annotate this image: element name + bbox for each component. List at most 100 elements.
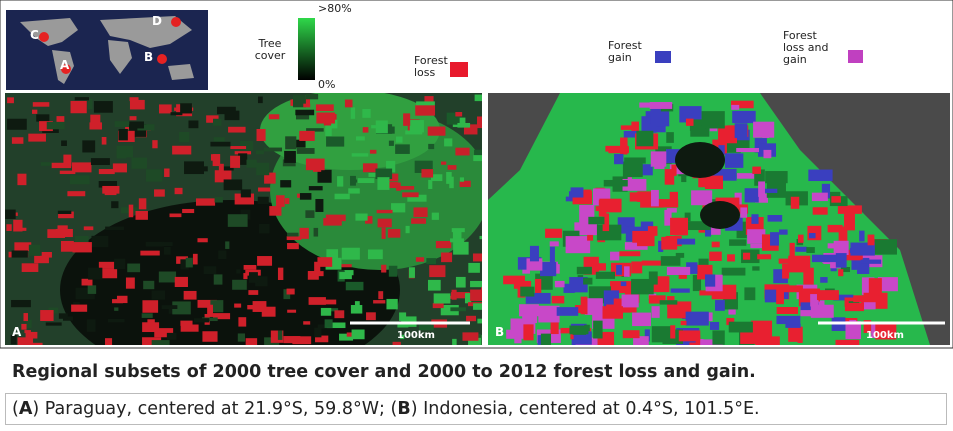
texture bbox=[727, 254, 735, 261]
legend-label: Forest loss and gain bbox=[783, 30, 835, 66]
texture bbox=[845, 303, 864, 311]
texture bbox=[583, 278, 592, 285]
texture bbox=[75, 97, 89, 100]
texture bbox=[587, 235, 593, 241]
texture bbox=[386, 299, 397, 309]
texture bbox=[770, 232, 779, 245]
map-label: C bbox=[30, 28, 39, 42]
texture bbox=[396, 137, 403, 143]
texture bbox=[207, 305, 213, 317]
texture bbox=[585, 298, 603, 315]
texture bbox=[167, 333, 177, 340]
texture bbox=[434, 293, 451, 303]
texture bbox=[875, 239, 897, 254]
texture bbox=[258, 197, 269, 204]
texture bbox=[188, 121, 198, 129]
texture bbox=[450, 307, 466, 311]
texture bbox=[26, 332, 38, 339]
texture bbox=[428, 180, 432, 189]
texture bbox=[859, 231, 864, 242]
caption-body: (A) Paraguay, centered at 21.9°S, 59.8°W… bbox=[5, 393, 947, 425]
texture bbox=[99, 169, 115, 174]
texture bbox=[411, 218, 426, 223]
texture bbox=[140, 251, 159, 256]
texture bbox=[33, 102, 50, 107]
texture bbox=[356, 136, 365, 140]
texture bbox=[136, 211, 148, 220]
texture bbox=[256, 150, 264, 154]
texture bbox=[785, 324, 800, 328]
texture bbox=[541, 334, 551, 346]
texture bbox=[535, 279, 541, 293]
texture bbox=[538, 306, 559, 323]
texture bbox=[686, 119, 694, 126]
texture bbox=[287, 310, 296, 313]
texture bbox=[614, 154, 623, 164]
texture bbox=[352, 330, 365, 340]
texture bbox=[119, 129, 128, 140]
texture bbox=[838, 269, 843, 276]
texture bbox=[194, 318, 209, 322]
texture bbox=[7, 97, 14, 103]
loss-gain-swatch bbox=[848, 50, 863, 63]
texture bbox=[143, 281, 154, 289]
texture bbox=[577, 267, 592, 274]
texture bbox=[520, 287, 534, 297]
texture bbox=[378, 291, 383, 299]
texture bbox=[164, 169, 169, 177]
texture bbox=[159, 272, 176, 283]
texture bbox=[351, 305, 362, 314]
texture bbox=[593, 321, 602, 339]
texture bbox=[415, 105, 435, 115]
texture bbox=[619, 251, 640, 256]
texture bbox=[70, 175, 90, 184]
texture bbox=[249, 272, 258, 283]
texture bbox=[258, 188, 270, 192]
texture bbox=[314, 328, 321, 338]
texture bbox=[389, 266, 398, 277]
texture bbox=[366, 312, 376, 320]
texture bbox=[308, 271, 319, 280]
texture bbox=[452, 290, 457, 300]
texture bbox=[287, 236, 302, 240]
texture bbox=[215, 197, 223, 203]
texture bbox=[243, 273, 247, 279]
texture bbox=[84, 226, 94, 230]
texture bbox=[530, 246, 539, 261]
texture bbox=[337, 176, 343, 186]
texture bbox=[768, 215, 783, 222]
texture bbox=[71, 305, 87, 312]
texture bbox=[303, 104, 310, 108]
tree-cover-gradient bbox=[298, 18, 315, 80]
texture bbox=[88, 268, 102, 280]
legend-label: Forest loss bbox=[414, 55, 448, 79]
texture bbox=[186, 258, 193, 268]
texture bbox=[88, 285, 96, 294]
texture bbox=[90, 115, 100, 126]
texture bbox=[705, 274, 715, 286]
texture bbox=[388, 229, 400, 238]
texture bbox=[258, 97, 263, 104]
texture bbox=[378, 219, 392, 228]
texture bbox=[257, 129, 266, 141]
texture bbox=[182, 209, 194, 213]
texture bbox=[661, 256, 681, 266]
map-label: D bbox=[152, 14, 162, 28]
texture bbox=[436, 241, 451, 248]
texture bbox=[180, 321, 192, 326]
texture bbox=[623, 162, 643, 178]
texture bbox=[831, 196, 841, 203]
map-label: B bbox=[144, 50, 153, 64]
texture bbox=[603, 306, 623, 319]
texture bbox=[180, 103, 192, 113]
texture bbox=[631, 261, 642, 273]
texture bbox=[61, 140, 67, 146]
caption-text: ) Paraguay, centered at 21.9°S, 59.8°W; … bbox=[32, 399, 397, 419]
texture bbox=[146, 169, 162, 181]
texture bbox=[211, 154, 217, 160]
texture bbox=[58, 211, 71, 214]
texture bbox=[621, 282, 627, 287]
texture bbox=[256, 163, 269, 175]
texture bbox=[60, 171, 76, 174]
texture bbox=[87, 319, 96, 332]
